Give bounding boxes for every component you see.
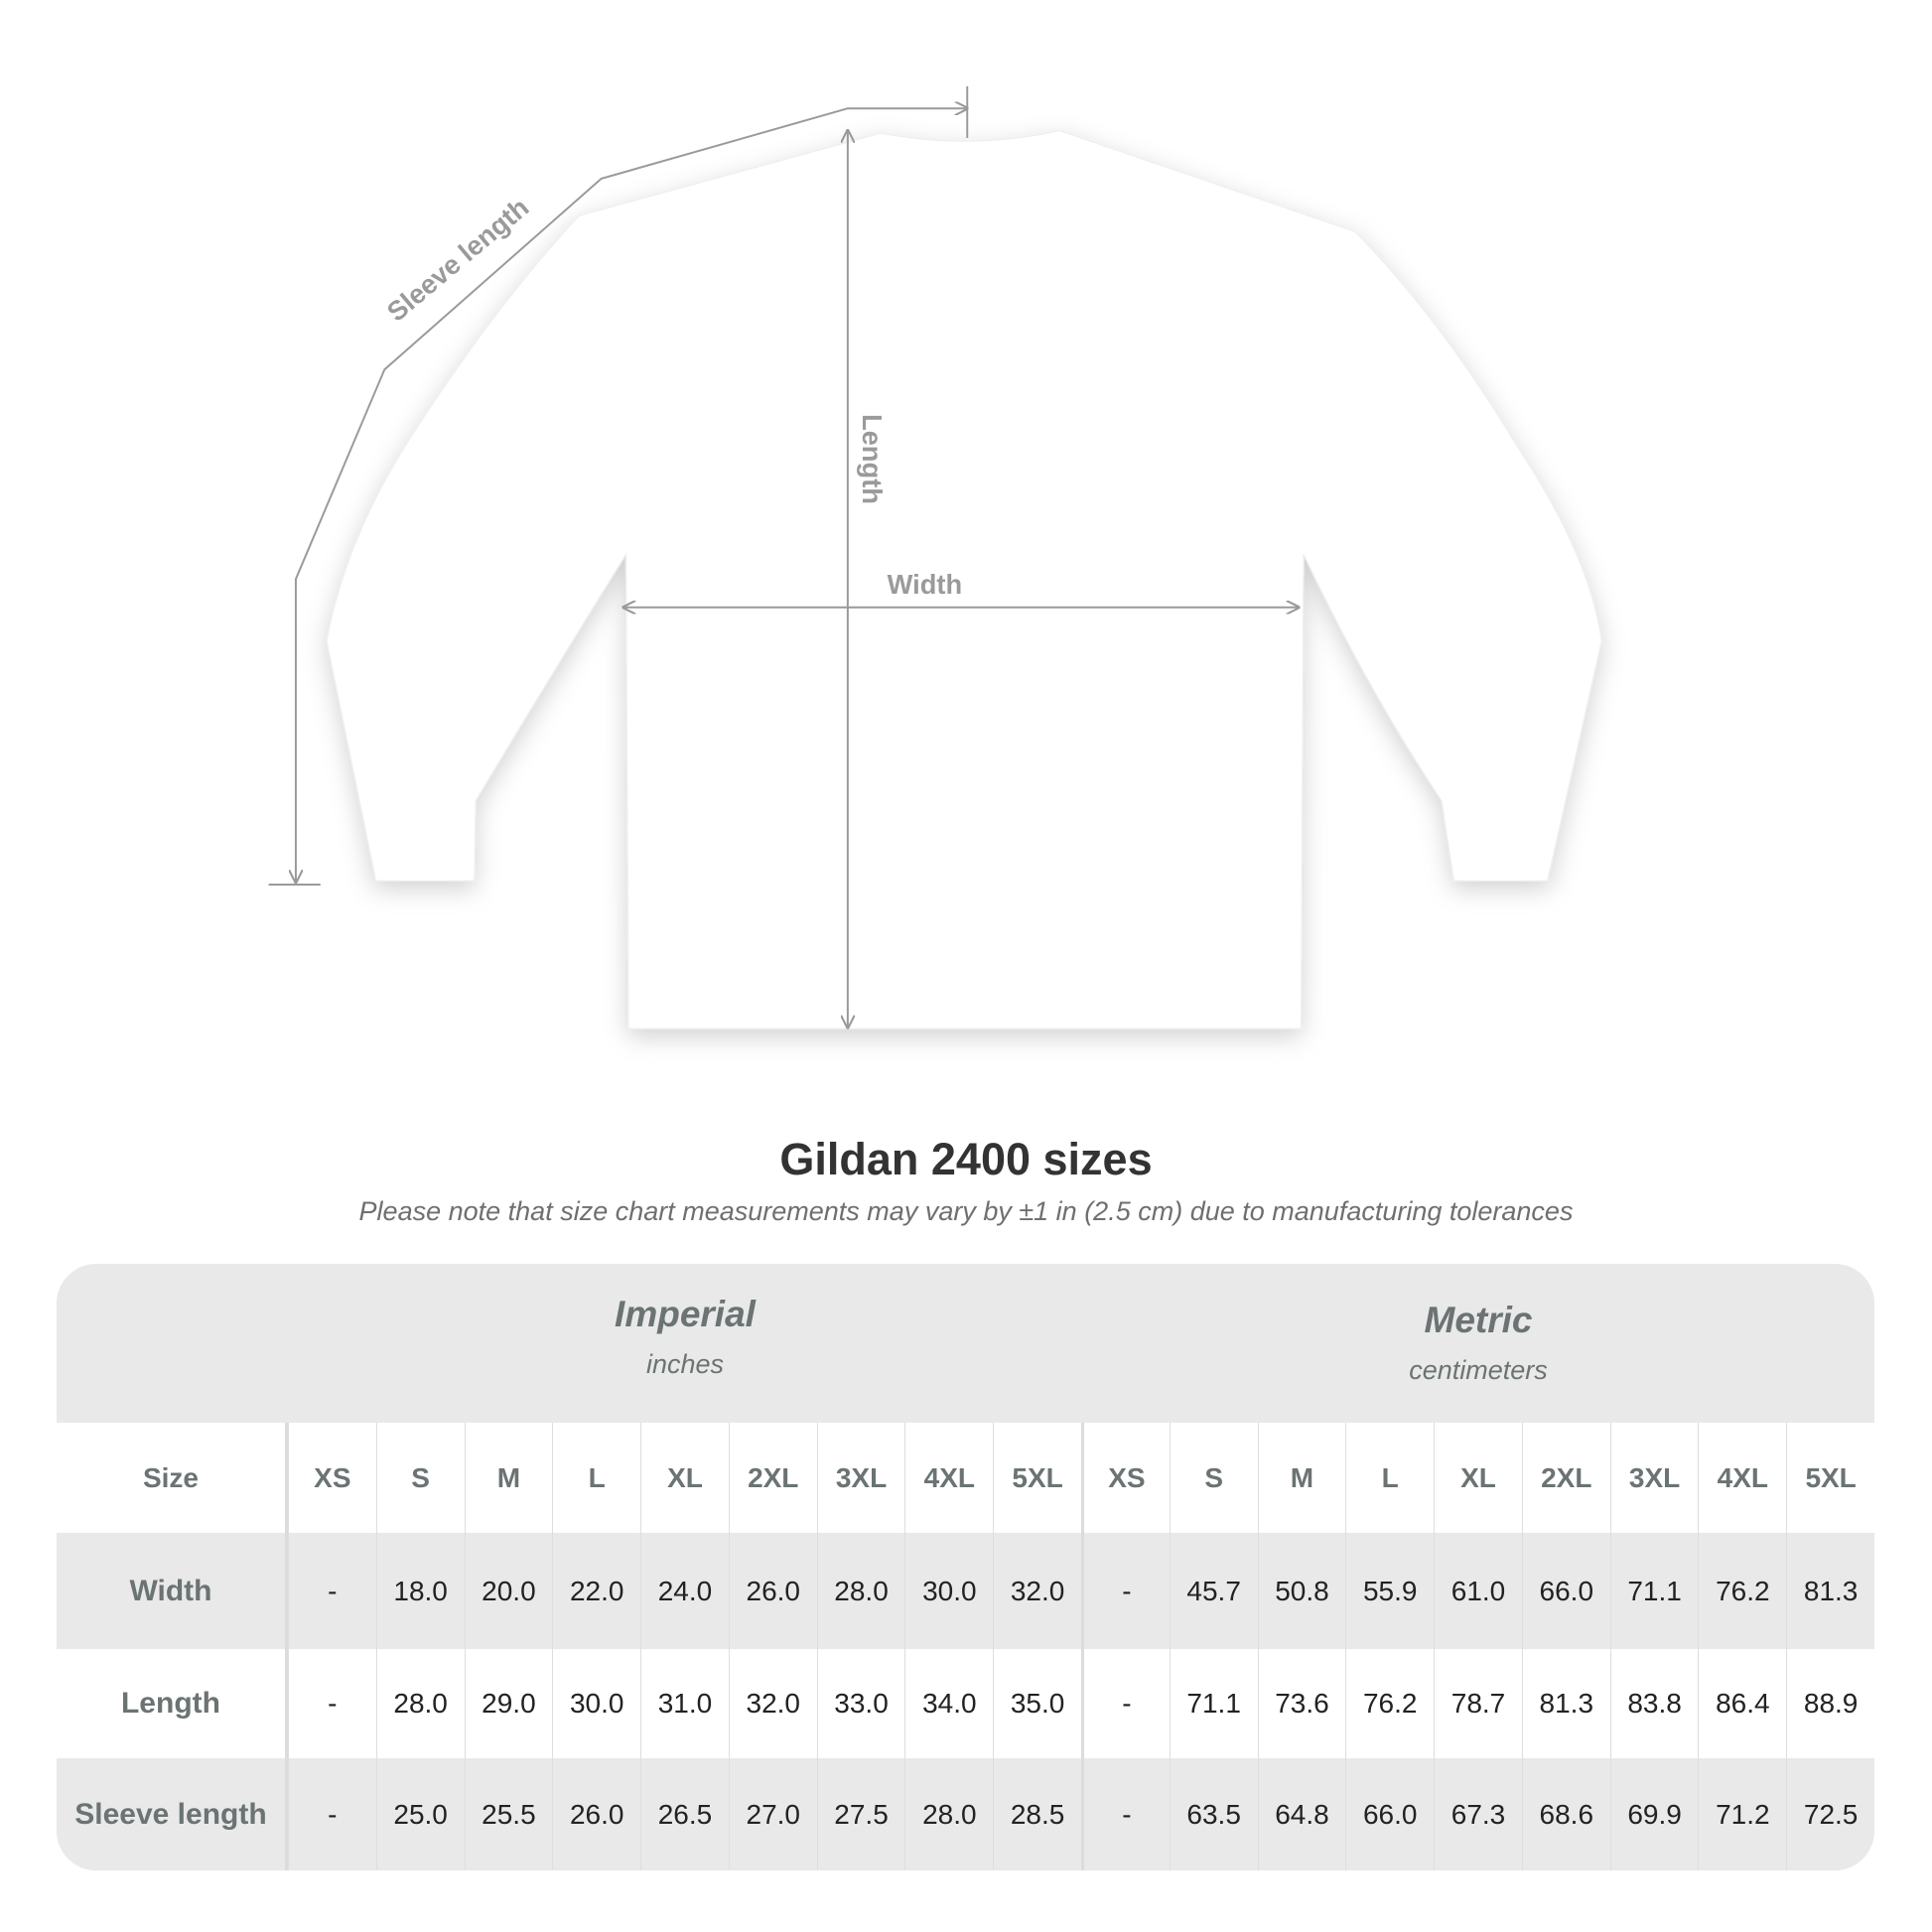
size-table: Imperial inches Metric centimeters Size X… xyxy=(57,1264,1874,1870)
value-cell: 50.8 xyxy=(1257,1533,1346,1649)
value-cell: 26.0 xyxy=(552,1758,640,1870)
value-cell: 63.5 xyxy=(1169,1758,1258,1870)
value-cell: 35.0 xyxy=(993,1649,1081,1758)
size-header-cell: XS xyxy=(287,1423,376,1533)
metric-title: Metric xyxy=(1424,1300,1533,1340)
row-label: Width xyxy=(57,1533,288,1649)
value-cell: 81.3 xyxy=(1521,1649,1610,1758)
value-cell: 28.5 xyxy=(993,1758,1081,1870)
length-label: Length xyxy=(857,414,888,504)
value-cell: 28.0 xyxy=(904,1758,993,1870)
value-cell: 64.8 xyxy=(1257,1758,1346,1870)
value-cell: 22.0 xyxy=(552,1533,640,1649)
imperial-unit: inches xyxy=(645,1349,725,1379)
value-cell: 66.0 xyxy=(1345,1758,1434,1870)
value-cell: - xyxy=(1080,1533,1170,1649)
imperial-header: Imperial inches xyxy=(288,1294,1082,1380)
row-label: Length xyxy=(57,1649,288,1758)
value-cell: - xyxy=(287,1533,376,1649)
width-label: Width xyxy=(888,569,963,600)
size-header-cell: XL xyxy=(640,1423,729,1533)
value-cell: 30.0 xyxy=(552,1649,640,1758)
value-cell: 29.0 xyxy=(464,1649,553,1758)
page-title: Gildan 2400 sizes xyxy=(779,1134,1153,1184)
value-cell: 55.9 xyxy=(1345,1533,1434,1649)
size-header-cell: XL xyxy=(1434,1423,1522,1533)
value-cell: 76.2 xyxy=(1345,1649,1434,1758)
value-cell: 33.0 xyxy=(816,1649,905,1758)
value-cell: 27.0 xyxy=(728,1758,817,1870)
value-cell: 71.2 xyxy=(1698,1758,1786,1870)
value-cell: 69.9 xyxy=(1609,1758,1699,1870)
value-cell: 76.2 xyxy=(1698,1533,1786,1649)
row-label: Sleeve length xyxy=(57,1758,288,1870)
value-cell: 25.5 xyxy=(464,1758,553,1870)
value-cell: 26.0 xyxy=(728,1533,817,1649)
value-cell: 31.0 xyxy=(640,1649,729,1758)
size-header-cell: XS xyxy=(1080,1423,1170,1533)
shirt-diagram: Sleeve length Length Width xyxy=(268,85,1602,1030)
value-cell: 86.4 xyxy=(1698,1649,1786,1758)
size-header-cell: M xyxy=(1257,1423,1346,1533)
system-header-band xyxy=(57,1264,1874,1423)
size-header-cell: 4XL xyxy=(1698,1423,1786,1533)
value-cell: 83.8 xyxy=(1609,1649,1699,1758)
value-cell: 61.0 xyxy=(1434,1533,1522,1649)
size-header-cell: M xyxy=(464,1423,553,1533)
value-cell: 45.7 xyxy=(1169,1533,1258,1649)
value-cell: 73.6 xyxy=(1257,1649,1346,1758)
value-cell: 24.0 xyxy=(640,1533,729,1649)
value-cell: 78.7 xyxy=(1434,1649,1522,1758)
size-header-cell: L xyxy=(1345,1423,1434,1533)
value-cell: 32.0 xyxy=(993,1533,1081,1649)
size-header-cell: 2XL xyxy=(728,1423,817,1533)
size-header-cell: 3XL xyxy=(1609,1423,1699,1533)
value-cell: 72.5 xyxy=(1786,1758,1874,1870)
value-cell: 27.5 xyxy=(816,1758,905,1870)
table-row: Width -18.0 20.0 22.0 24.0 26.0 28.0 30.0 32.0-4… xyxy=(57,1533,1874,1649)
page-subtitle: Please note that size chart measurements… xyxy=(358,1196,1574,1226)
value-cell: - xyxy=(287,1758,376,1870)
size-header-cell: 3XL xyxy=(816,1423,905,1533)
size-header-cell: S xyxy=(1169,1423,1258,1533)
row-label: Size xyxy=(57,1423,288,1533)
value-cell: 88.9 xyxy=(1786,1649,1874,1758)
size-header-cell: S xyxy=(375,1423,465,1533)
value-cell: - xyxy=(287,1649,376,1758)
value-cell: 30.0 xyxy=(904,1533,993,1649)
metric-header: Metric centimeters xyxy=(1082,1300,1874,1386)
value-cell: - xyxy=(1080,1649,1170,1758)
value-cell: 25.0 xyxy=(375,1758,465,1870)
size-header-cell: L xyxy=(552,1423,640,1533)
value-cell: - xyxy=(1080,1758,1170,1870)
value-cell: 71.1 xyxy=(1609,1533,1699,1649)
size-header-cell: 5XL xyxy=(1786,1423,1874,1533)
value-cell: 26.5 xyxy=(640,1758,729,1870)
size-header-cell: 2XL xyxy=(1521,1423,1610,1533)
value-cell: 81.3 xyxy=(1786,1533,1874,1649)
size-header-cell: 5XL xyxy=(993,1423,1081,1533)
value-cell: 32.0 xyxy=(728,1649,817,1758)
value-cell: 28.0 xyxy=(375,1649,465,1758)
value-cell: 34.0 xyxy=(904,1649,993,1758)
value-cell: 68.6 xyxy=(1521,1758,1610,1870)
value-cell: 20.0 xyxy=(464,1533,553,1649)
metric-unit: centimeters xyxy=(1409,1355,1548,1385)
sleeve-length-line xyxy=(296,108,967,882)
table-row: Length -28.0 29.0 30.0 31.0 32.0 33.0 34.0 35.0-… xyxy=(57,1649,1874,1758)
shirt-shape xyxy=(326,129,1602,1030)
value-cell: 67.3 xyxy=(1434,1758,1522,1870)
imperial-title: Imperial xyxy=(615,1294,756,1334)
size-header-row: Size XS S M L XL 2XL 3XL 4XL 5XL XS S M L XL 2XL 3XL 4XL 5… xyxy=(57,1423,1874,1533)
value-cell: 71.1 xyxy=(1169,1649,1258,1758)
value-cell: 28.0 xyxy=(816,1533,905,1649)
table-row: Sleeve length -25.0 25.5 26.0 26.5 27.0 27.5 28… xyxy=(57,1758,1874,1870)
value-cell: 18.0 xyxy=(375,1533,465,1649)
value-cell: 66.0 xyxy=(1521,1533,1610,1649)
size-header-cell: 4XL xyxy=(904,1423,993,1533)
